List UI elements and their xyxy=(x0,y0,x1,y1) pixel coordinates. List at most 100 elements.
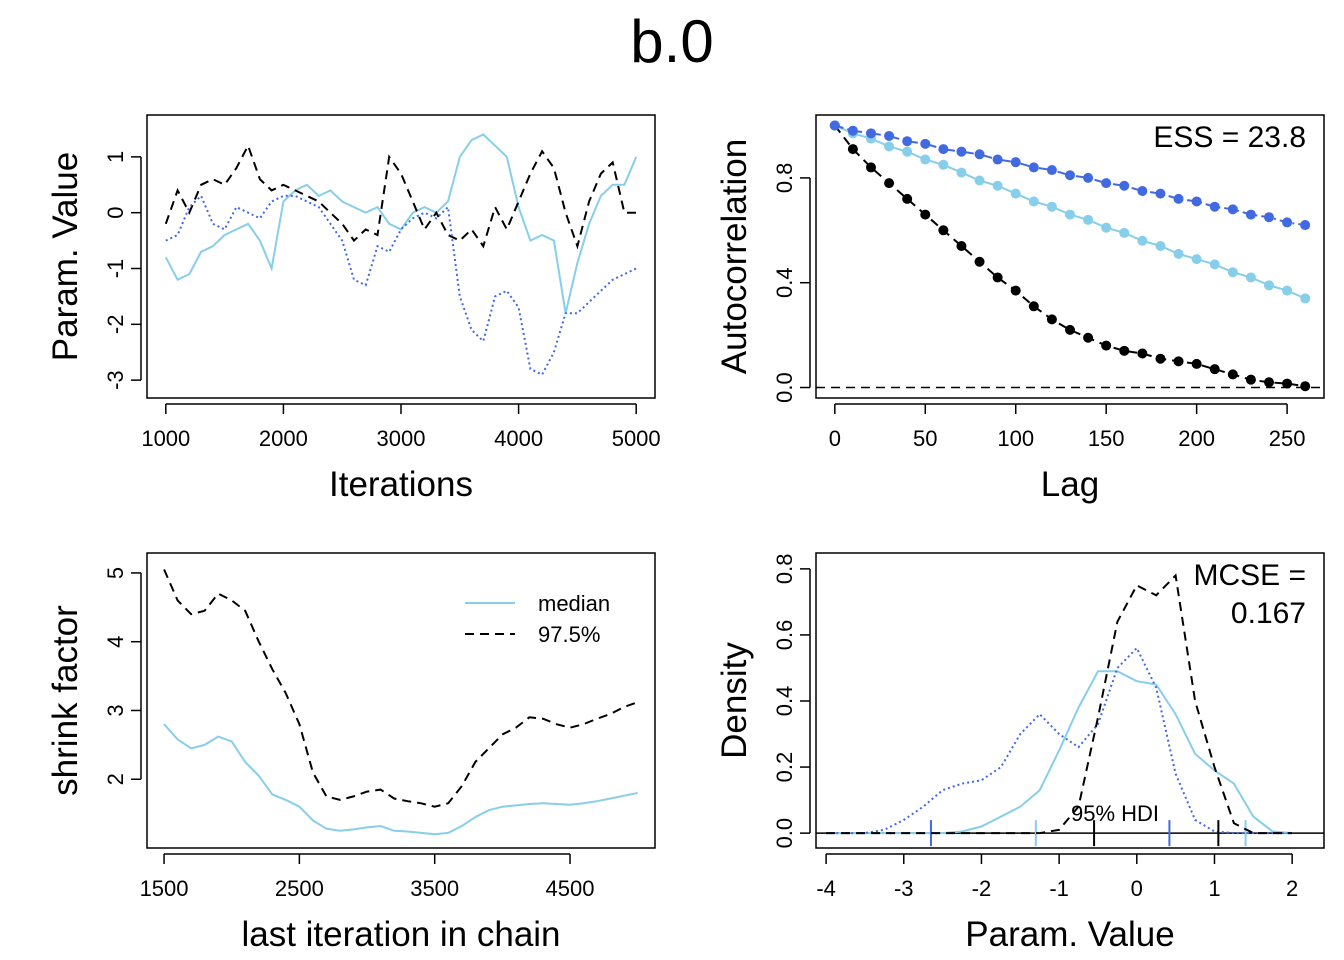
legend-label: 97.5% xyxy=(538,622,600,647)
x-tick-label: 4000 xyxy=(494,426,543,451)
x-tick-label: 3000 xyxy=(377,426,426,451)
point xyxy=(1282,378,1293,389)
point xyxy=(829,120,840,131)
chart-title: b.0 xyxy=(630,8,713,75)
series-line xyxy=(826,573,1293,835)
point xyxy=(1101,340,1112,351)
point xyxy=(1227,204,1238,215)
point xyxy=(1209,259,1220,270)
point xyxy=(1083,214,1094,225)
x-tick-label: 4500 xyxy=(546,876,595,901)
y-tick-label: 0.0 xyxy=(772,818,797,849)
series-line xyxy=(826,670,1293,835)
point xyxy=(938,144,949,155)
x-tick-label: 50 xyxy=(913,426,937,451)
point xyxy=(902,136,913,147)
x-tick-label: 1000 xyxy=(141,426,190,451)
plot-box xyxy=(815,552,1325,849)
point xyxy=(1046,165,1057,176)
point xyxy=(1119,180,1130,191)
point xyxy=(1155,353,1166,364)
y-tick-label: 0 xyxy=(103,207,128,219)
point xyxy=(956,167,967,178)
annotation: MCSE = xyxy=(1193,559,1306,592)
x-tick-label: 250 xyxy=(1269,426,1306,451)
x-tick-label: -4 xyxy=(816,876,836,901)
x-tick-label: 1 xyxy=(1208,876,1220,901)
y-tick-label: 5 xyxy=(103,567,128,579)
point xyxy=(956,241,967,252)
y-axis-title: Param. Value xyxy=(46,152,85,361)
point xyxy=(884,130,895,141)
y-axis-title: Autocorrelation xyxy=(715,139,754,374)
y-tick-label: 0.8 xyxy=(772,554,797,585)
annotation: 0.167 xyxy=(1231,597,1306,630)
y-tick-label: 0.8 xyxy=(772,163,797,194)
point xyxy=(847,144,858,155)
point xyxy=(1300,381,1311,392)
x-axis-title: Lag xyxy=(1041,465,1099,504)
point xyxy=(1191,254,1202,265)
point xyxy=(1010,157,1021,168)
series-line xyxy=(834,124,1306,227)
x-tick-label: 0 xyxy=(829,426,841,451)
point xyxy=(865,128,876,139)
point xyxy=(1119,345,1130,356)
point xyxy=(847,125,858,136)
point xyxy=(1101,222,1112,233)
point xyxy=(1101,178,1112,189)
y-tick-label: 2 xyxy=(103,773,128,785)
x-tick-label: 3500 xyxy=(410,876,459,901)
point xyxy=(1155,241,1166,252)
x-tick-label: 1500 xyxy=(140,876,189,901)
point xyxy=(1209,364,1220,375)
point xyxy=(1173,193,1184,204)
point xyxy=(1137,235,1148,246)
point xyxy=(1028,162,1039,173)
y-axis-title: Density xyxy=(715,642,754,759)
y-tick-label: 0.4 xyxy=(772,267,797,298)
y-tick-label: 0.0 xyxy=(772,372,797,403)
series-line xyxy=(163,569,639,808)
point xyxy=(1028,301,1039,312)
point xyxy=(1083,332,1094,343)
point xyxy=(1245,272,1256,283)
point xyxy=(1209,201,1220,212)
point xyxy=(920,138,931,149)
x-tick-label: 2000 xyxy=(259,426,308,451)
point xyxy=(974,175,985,186)
x-tick-label: 150 xyxy=(1088,426,1125,451)
y-tick-label: -2 xyxy=(103,315,128,335)
point xyxy=(1264,377,1275,388)
point xyxy=(1227,369,1238,380)
point xyxy=(992,272,1003,283)
plot-box xyxy=(815,114,1325,399)
point xyxy=(1065,170,1075,181)
point xyxy=(1264,212,1275,223)
plot-box xyxy=(146,114,656,399)
y-tick-label: 0.2 xyxy=(772,752,797,783)
y-tick-label: -3 xyxy=(103,370,128,390)
point xyxy=(938,159,949,170)
point xyxy=(1300,293,1311,304)
x-tick-label: 2500 xyxy=(275,876,324,901)
x-tick-label: 2 xyxy=(1286,876,1298,901)
x-tick-label: 200 xyxy=(1178,426,1215,451)
point xyxy=(1300,220,1311,231)
y-tick-label: -1 xyxy=(103,259,128,279)
point xyxy=(902,193,913,204)
point xyxy=(1191,358,1202,369)
legend-label: median xyxy=(538,591,610,616)
point xyxy=(920,154,931,165)
point xyxy=(902,146,913,157)
point xyxy=(920,209,931,220)
x-tick-label: 0 xyxy=(1131,876,1143,901)
x-axis-title: Iterations xyxy=(329,465,473,504)
x-tick-label: -1 xyxy=(1049,876,1069,901)
point xyxy=(1137,348,1148,359)
series-line xyxy=(834,124,1306,388)
point xyxy=(1245,374,1256,385)
point xyxy=(1264,280,1275,291)
point xyxy=(1010,188,1021,199)
